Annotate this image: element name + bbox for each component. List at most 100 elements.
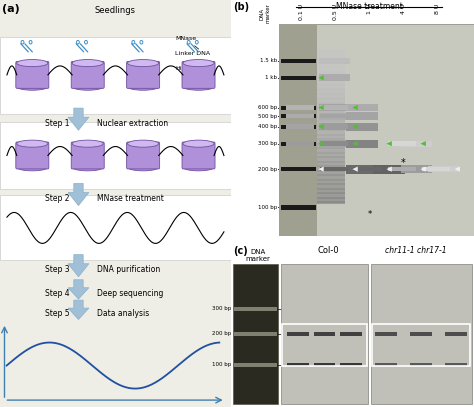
Text: DNA
marker: DNA marker: [245, 249, 270, 262]
FancyBboxPatch shape: [317, 123, 345, 125]
FancyBboxPatch shape: [317, 66, 345, 68]
FancyBboxPatch shape: [410, 332, 432, 336]
FancyBboxPatch shape: [287, 363, 309, 366]
FancyBboxPatch shape: [317, 202, 345, 204]
FancyBboxPatch shape: [182, 61, 215, 88]
FancyBboxPatch shape: [317, 90, 345, 92]
Ellipse shape: [128, 164, 159, 171]
Text: 400 bp: 400 bp: [258, 124, 277, 129]
FancyBboxPatch shape: [317, 184, 345, 186]
FancyBboxPatch shape: [281, 76, 316, 80]
FancyBboxPatch shape: [388, 141, 416, 146]
Polygon shape: [386, 166, 392, 172]
Text: Step 5: Step 5: [45, 309, 69, 318]
FancyBboxPatch shape: [281, 59, 316, 63]
FancyBboxPatch shape: [317, 171, 345, 173]
FancyBboxPatch shape: [317, 127, 345, 128]
FancyBboxPatch shape: [317, 128, 345, 130]
FancyBboxPatch shape: [317, 108, 345, 110]
FancyBboxPatch shape: [317, 72, 345, 74]
FancyBboxPatch shape: [319, 57, 350, 64]
FancyBboxPatch shape: [317, 57, 345, 59]
FancyBboxPatch shape: [317, 59, 345, 61]
FancyBboxPatch shape: [317, 191, 345, 193]
FancyBboxPatch shape: [317, 52, 345, 54]
Text: 200 bp: 200 bp: [258, 166, 277, 172]
FancyBboxPatch shape: [319, 140, 350, 147]
Ellipse shape: [128, 59, 159, 67]
FancyBboxPatch shape: [317, 177, 345, 179]
Polygon shape: [352, 105, 358, 110]
FancyBboxPatch shape: [317, 147, 345, 149]
FancyBboxPatch shape: [375, 363, 397, 366]
FancyBboxPatch shape: [285, 114, 313, 118]
FancyBboxPatch shape: [0, 37, 231, 114]
FancyBboxPatch shape: [317, 162, 345, 164]
FancyBboxPatch shape: [319, 114, 347, 118]
FancyBboxPatch shape: [317, 188, 345, 190]
FancyBboxPatch shape: [317, 61, 345, 63]
FancyBboxPatch shape: [317, 119, 345, 120]
FancyBboxPatch shape: [317, 58, 345, 60]
FancyBboxPatch shape: [317, 83, 345, 85]
Polygon shape: [68, 108, 89, 130]
FancyBboxPatch shape: [231, 244, 474, 407]
FancyBboxPatch shape: [317, 196, 345, 198]
Text: 500 bp: 500 bp: [258, 114, 277, 118]
FancyBboxPatch shape: [317, 76, 345, 78]
Polygon shape: [352, 141, 358, 146]
FancyBboxPatch shape: [281, 114, 316, 118]
Text: Step 1: Step 1: [45, 119, 69, 128]
Text: MNase treatment: MNase treatment: [336, 2, 403, 11]
FancyBboxPatch shape: [317, 137, 345, 139]
FancyBboxPatch shape: [317, 133, 345, 135]
FancyBboxPatch shape: [280, 24, 474, 236]
FancyBboxPatch shape: [285, 141, 313, 146]
Text: Step 2: Step 2: [45, 194, 69, 203]
FancyBboxPatch shape: [281, 125, 316, 129]
FancyBboxPatch shape: [317, 67, 345, 69]
FancyBboxPatch shape: [317, 75, 345, 77]
Polygon shape: [386, 141, 392, 146]
FancyBboxPatch shape: [317, 105, 345, 107]
FancyBboxPatch shape: [317, 183, 345, 185]
FancyBboxPatch shape: [317, 118, 345, 119]
Polygon shape: [420, 141, 426, 146]
FancyBboxPatch shape: [317, 146, 345, 148]
Polygon shape: [319, 166, 324, 172]
FancyBboxPatch shape: [281, 167, 316, 171]
FancyBboxPatch shape: [317, 200, 345, 201]
FancyBboxPatch shape: [0, 122, 231, 189]
Text: 8 U: 8 U: [435, 4, 440, 14]
FancyBboxPatch shape: [317, 124, 345, 126]
FancyBboxPatch shape: [287, 332, 309, 336]
FancyBboxPatch shape: [285, 105, 313, 110]
FancyBboxPatch shape: [317, 174, 345, 176]
FancyBboxPatch shape: [313, 332, 336, 336]
Text: Nuclear extraction: Nuclear extraction: [97, 119, 168, 128]
Polygon shape: [455, 166, 460, 172]
FancyBboxPatch shape: [71, 61, 104, 88]
FancyBboxPatch shape: [388, 167, 416, 171]
FancyBboxPatch shape: [346, 140, 378, 148]
Ellipse shape: [183, 59, 214, 67]
FancyBboxPatch shape: [317, 156, 345, 158]
FancyBboxPatch shape: [317, 106, 345, 108]
Polygon shape: [420, 166, 426, 172]
FancyBboxPatch shape: [317, 78, 345, 79]
FancyBboxPatch shape: [317, 96, 345, 98]
FancyBboxPatch shape: [317, 49, 345, 51]
FancyBboxPatch shape: [319, 124, 347, 129]
FancyBboxPatch shape: [317, 170, 345, 172]
FancyBboxPatch shape: [317, 125, 345, 127]
Polygon shape: [352, 124, 358, 129]
Text: chr11-1 chr17-1: chr11-1 chr17-1: [385, 246, 447, 255]
FancyBboxPatch shape: [317, 192, 345, 194]
Ellipse shape: [183, 83, 214, 90]
FancyBboxPatch shape: [317, 142, 345, 144]
FancyBboxPatch shape: [317, 140, 345, 142]
FancyBboxPatch shape: [317, 134, 345, 136]
FancyBboxPatch shape: [346, 165, 378, 173]
FancyBboxPatch shape: [317, 93, 345, 95]
FancyBboxPatch shape: [317, 136, 345, 137]
